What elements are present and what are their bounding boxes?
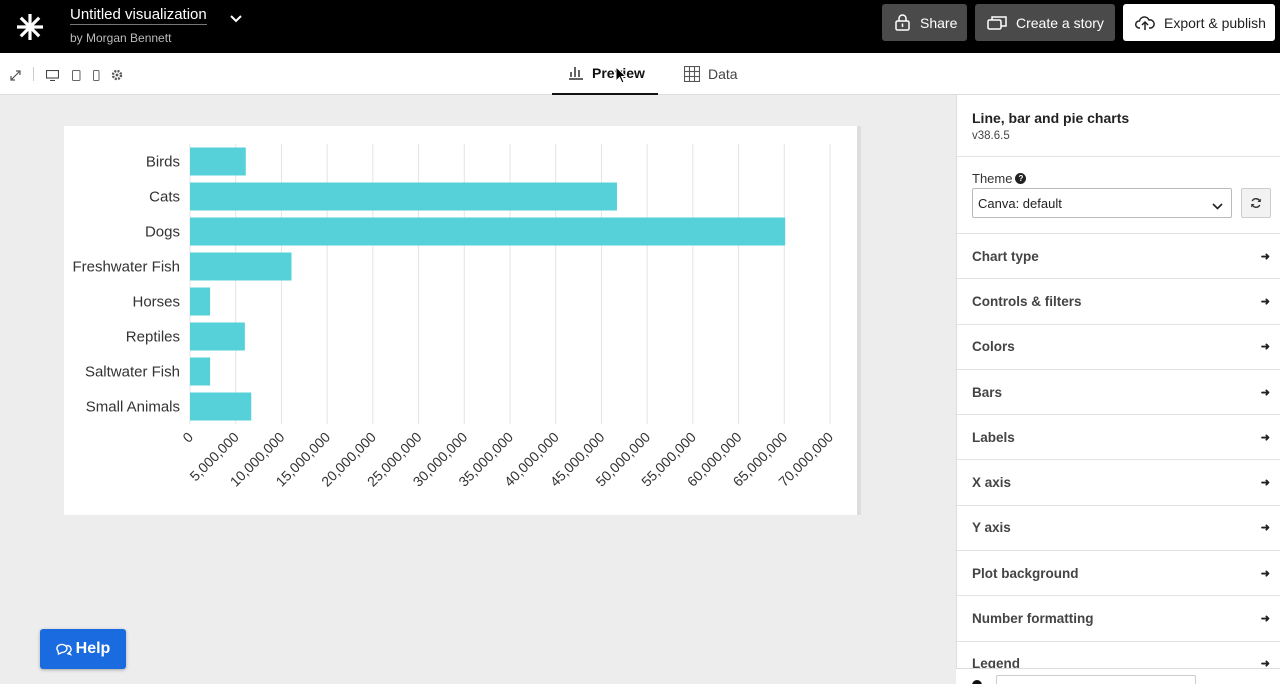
settings-section-label: Labels <box>972 429 1015 445</box>
chat-bubbles-icon <box>55 643 72 656</box>
theme-label: Theme ? <box>972 171 1280 186</box>
create-story-label: Create a story <box>1016 14 1104 31</box>
settings-section-controls-filters[interactable]: Controls & filters ➜ <box>957 279 1280 325</box>
create-story-button[interactable]: Create a story <box>975 4 1115 41</box>
theme-select[interactable]: Canva: default <box>972 188 1232 218</box>
lock-share-icon <box>895 14 910 31</box>
table-grid-icon <box>684 66 700 82</box>
settings-section-label: Bars <box>972 384 1003 400</box>
settings-section-label: Plot background <box>972 565 1079 581</box>
settings-section-label: Legend <box>972 656 1021 672</box>
settings-section-bars[interactable]: Bars ➜ <box>957 370 1280 416</box>
template-title: Line, bar and pie charts <box>972 110 1130 126</box>
share-button[interactable]: Share <box>882 4 967 41</box>
arrow-right-icon: ➜ <box>1260 477 1270 490</box>
settings-section-label: Y axis <box>972 520 1011 536</box>
theme-select-value: Canva: default <box>978 196 1062 211</box>
mobile-view-icon[interactable] <box>93 68 100 86</box>
arrow-right-icon: ➜ <box>1260 522 1270 535</box>
arrow-right-icon: ➜ <box>1260 658 1270 671</box>
bar-saltwater-fish <box>190 357 211 386</box>
bar-chart: Birds Cats Dogs Freshwater Fish Horses Reptil… <box>72 144 836 490</box>
refresh-theme-button[interactable] <box>1241 188 1271 218</box>
help-button[interactable]: Help <box>40 629 126 669</box>
category-label: Saltwater Fish <box>85 364 180 381</box>
bar-horses <box>190 287 211 316</box>
settings-section-y-axis[interactable]: Y axis ➜ <box>957 506 1280 552</box>
preview-toolbar: Preview Data <box>0 53 1280 95</box>
settings-section-legend[interactable]: Legend ➜ <box>957 642 1280 684</box>
visualization-title[interactable]: Untitled visualization <box>70 6 207 25</box>
category-label: Dogs <box>145 224 180 241</box>
bar-dogs <box>190 217 786 246</box>
author-label: by Morgan Bennett <box>70 31 172 45</box>
settings-gear-icon[interactable] <box>111 68 123 86</box>
fullscreen-icon[interactable] <box>10 68 21 86</box>
settings-section-chart-type[interactable]: Chart type ➜ <box>957 234 1280 280</box>
chevron-down-icon <box>1212 198 1223 213</box>
settings-section-label: Colors <box>972 339 1015 355</box>
panel-footer <box>956 668 1280 684</box>
settings-section-label: Controls & filters <box>972 293 1082 309</box>
category-label: Cats <box>149 189 180 206</box>
bar-birds <box>190 147 246 176</box>
arrow-right-icon: ➜ <box>1260 295 1270 308</box>
x-tick-label: 0 <box>179 429 196 446</box>
settings-section-number-formatting[interactable]: Number formatting ➜ <box>957 596 1280 642</box>
settings-sections: Chart type ➜ Controls & filters ➜ Colors ➜ Bar… <box>957 234 1280 684</box>
chevron-down-icon[interactable] <box>230 10 242 28</box>
share-label: Share <box>920 14 958 31</box>
settings-section-plot-background[interactable]: Plot background ➜ <box>957 551 1280 597</box>
settings-section-label: X axis <box>972 475 1012 491</box>
category-label: Birds <box>146 154 180 171</box>
help-label: Help <box>75 640 111 657</box>
category-label: Small Animals <box>86 399 180 416</box>
desktop-view-icon[interactable] <box>45 68 60 86</box>
help-question-icon[interactable]: ? <box>1015 173 1027 184</box>
logo-asterisk-icon[interactable] <box>0 0 60 53</box>
arrow-right-icon: ➜ <box>1260 341 1270 354</box>
bar-freshwater-fish <box>190 252 292 281</box>
bar-reptiles <box>190 322 245 351</box>
arrow-right-icon: ➜ <box>1260 386 1270 399</box>
template-version: v38.6.5 <box>972 130 1010 142</box>
arrow-right-icon: ➜ <box>1260 567 1270 580</box>
category-label: Horses <box>132 294 180 311</box>
settings-section-label: Chart type <box>972 248 1039 264</box>
story-icon <box>987 15 1007 30</box>
mouse-cursor-icon <box>615 66 627 84</box>
theme-label-text: Theme <box>972 171 1013 186</box>
top-bar: Untitled visualization by Morgan Bennett… <box>0 0 1280 53</box>
bar-small-animals <box>190 392 252 421</box>
tab-preview[interactable]: Preview <box>552 53 658 95</box>
settings-section-x-axis[interactable]: X axis ➜ <box>957 460 1280 506</box>
footer-input[interactable] <box>996 675 1196 684</box>
export-publish-button[interactable]: Export & publish <box>1123 4 1275 41</box>
arrow-right-icon: ➜ <box>1260 613 1270 626</box>
category-label: Reptiles <box>126 329 180 346</box>
settings-section-label: Number formatting <box>972 611 1094 627</box>
cloud-upload-icon <box>1135 15 1155 30</box>
bar-chart-icon <box>569 67 583 80</box>
category-label: Freshwater Fish <box>72 259 180 276</box>
arrow-right-icon: ➜ <box>1260 431 1270 444</box>
export-publish-label: Export & publish <box>1164 14 1266 31</box>
tab-data[interactable]: Data <box>684 53 764 95</box>
bar-cats <box>190 182 617 211</box>
refresh-icon <box>1251 198 1261 208</box>
tablet-view-icon[interactable] <box>72 68 81 86</box>
toolbar-divider <box>33 67 34 81</box>
chart-card: Birds Cats Dogs Freshwater Fish Horses Reptil… <box>64 126 861 515</box>
arrow-right-icon: ➜ <box>1260 250 1270 263</box>
settings-section-colors[interactable]: Colors ➜ <box>957 325 1280 370</box>
footer-dot-icon <box>972 680 982 684</box>
tab-data-label: Data <box>708 66 738 82</box>
settings-panel: Line, bar and pie charts v38.6.5 Theme ?… <box>956 95 1280 684</box>
settings-section-labels[interactable]: Labels ➜ <box>957 415 1280 461</box>
